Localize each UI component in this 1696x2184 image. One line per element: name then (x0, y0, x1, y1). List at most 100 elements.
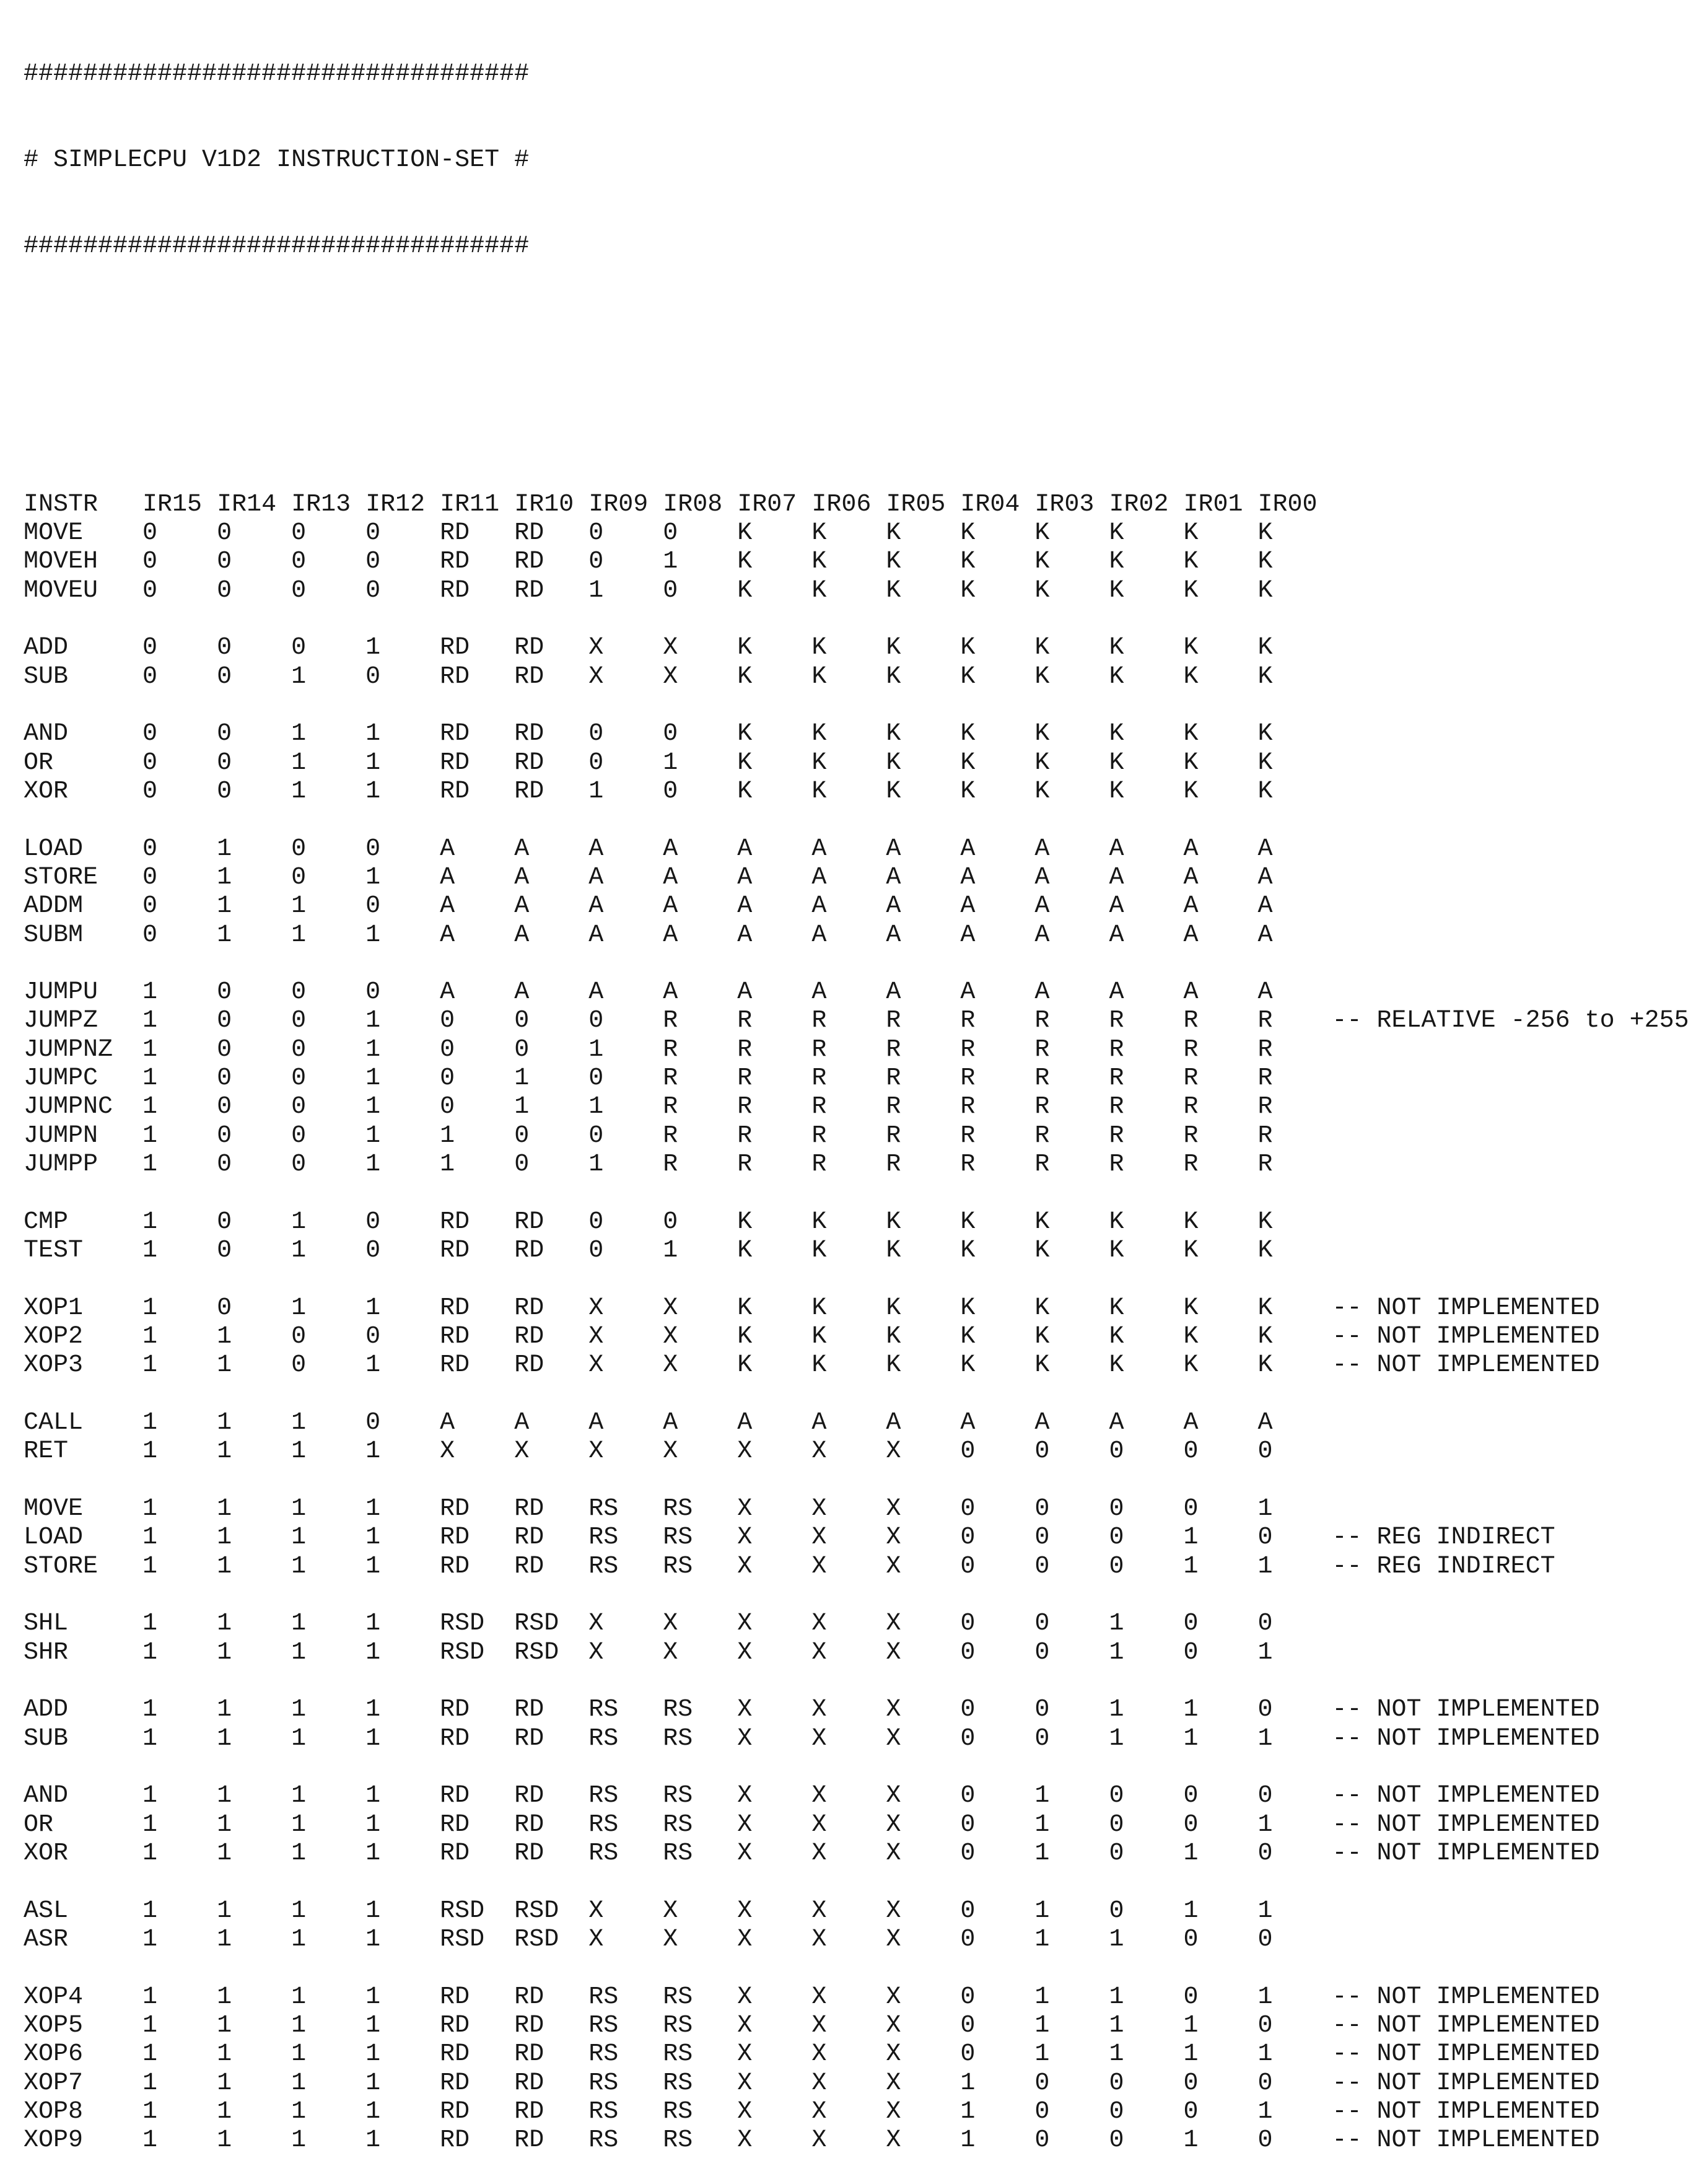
bit-cell: R (1034, 1007, 1109, 1035)
bit-cell: K (960, 1237, 1035, 1265)
bit-cell: 1 (1257, 1552, 1332, 1581)
bit-cell: A (514, 978, 589, 1007)
bit-cell: K (1183, 1351, 1258, 1380)
bit-cell: 1 (1257, 1810, 1332, 1839)
bit-cell: 0 (217, 720, 292, 748)
bit-column-header: IR07 (737, 490, 812, 519)
bit-cell: RD (514, 2069, 589, 2097)
bit-cell: 0 (217, 1151, 292, 1179)
bit-cell: RD (440, 662, 515, 691)
instruction-row-xor: XOR 0 0 1 1 RD RD 1 0 K K K K K K K K (24, 778, 1696, 806)
bit-cell: A (737, 978, 812, 1007)
bit-cell: 1 (142, 2097, 217, 2126)
bit-cell: A (1034, 835, 1109, 863)
bit-cell: K (811, 1208, 886, 1236)
bit-cell: RD (440, 1524, 515, 1552)
bit-cell: 1 (217, 1782, 292, 1810)
bit-cell: 1 (365, 2011, 440, 2040)
bit-cell: 1 (291, 1897, 366, 1925)
instruction-name: ADD (24, 1696, 143, 1724)
instruction-name: JUMPN (24, 1121, 143, 1150)
bit-cell: 0 (960, 1983, 1035, 2011)
bit-cell: 1 (365, 1983, 440, 2011)
bit-cell: 1 (365, 1007, 440, 1035)
bit-cell: R (663, 1151, 738, 1179)
bit-cell: K (1257, 1294, 1332, 1322)
bit-cell: A (1109, 835, 1184, 863)
bit-cell: K (1183, 748, 1258, 777)
instruction-row-jumpn: JUMPN 1 0 0 1 1 0 0 R R R R R R R R R (24, 1122, 1696, 1151)
bit-cell: RD (440, 519, 515, 547)
instruction-row-call: CALL 1 1 1 0 A A A A A A A A A A A A (24, 1409, 1696, 1437)
bit-cell: 0 (1257, 1696, 1332, 1724)
bit-cell: A (1183, 892, 1258, 921)
instruction-row-load: LOAD 1 1 1 1 RD RD RS RS X X X 0 0 0 1 0… (24, 1524, 1696, 1552)
bit-cell: K (811, 634, 886, 662)
bit-cell: 1 (588, 777, 663, 805)
bit-cell: 1 (1183, 1696, 1258, 1724)
bit-cell: RD (514, 1323, 589, 1351)
bit-cell: R (960, 1064, 1035, 1093)
bit-cell: 1 (1034, 1925, 1109, 1954)
bit-cell: 0 (217, 662, 292, 691)
bit-cell: X (588, 1351, 663, 1380)
bit-cell: RD (440, 634, 515, 662)
instruction-row-and: AND 1 1 1 1 RD RD RS RS X X X 0 1 0 0 0 … (24, 1782, 1696, 1810)
instruction-row-store: STORE 0 1 0 1 A A A A A A A A A A A A (24, 864, 1696, 892)
bit-cell: X (886, 1810, 961, 1839)
bit-cell: A (588, 892, 663, 921)
bit-cell: RS (588, 1552, 663, 1581)
bit-cell: K (1257, 1237, 1332, 1265)
bit-cell: 1 (1257, 2040, 1332, 2069)
instruction-name: AND (24, 720, 143, 748)
bit-cell: 1 (365, 1724, 440, 1753)
bit-cell: 1 (217, 892, 292, 921)
bit-cell: 1 (440, 1121, 515, 1150)
bit-cell: K (1257, 662, 1332, 691)
bit-cell: R (737, 1121, 812, 1150)
bit-cell: 1 (217, 2126, 292, 2155)
bit-cell: A (663, 863, 738, 892)
instruction-name: ADDM (24, 892, 143, 921)
bit-cell: 1 (365, 1810, 440, 1839)
bit-cell: RS (588, 1696, 663, 1724)
bit-cell: 0 (663, 519, 738, 547)
bit-cell: 1 (142, 1064, 217, 1093)
bit-cell: RD (440, 1840, 515, 1867)
bit-cell: RSD (514, 1638, 589, 1667)
bit-cell: X (588, 1323, 663, 1351)
bit-cell: X (886, 2069, 961, 2097)
bit-cell: 1 (365, 1552, 440, 1581)
bit-cell: 1 (1257, 1897, 1332, 1925)
bit-cell: 1 (142, 1897, 217, 1925)
bit-cell: 1 (1183, 1724, 1258, 1753)
blank-line (24, 1954, 1696, 1983)
bit-cell: K (1183, 1294, 1258, 1322)
bit-cell: 1 (217, 1351, 292, 1380)
bit-cell: 0 (365, 892, 440, 921)
bit-cell: 0 (1257, 1840, 1332, 1867)
bit-cell: X (737, 2069, 812, 2097)
bit-cell: R (886, 1093, 961, 1121)
blank-line (24, 1380, 1696, 1409)
bit-column-header: IR00 (1257, 490, 1332, 519)
bit-cell: X (811, 1638, 886, 1667)
bit-cell: A (886, 863, 961, 892)
bit-cell: K (1034, 1323, 1109, 1351)
bit-cell: 1 (960, 2069, 1035, 2097)
blank-line (24, 1179, 1696, 1208)
bit-cell: K (960, 548, 1035, 576)
bit-cell: 0 (663, 576, 738, 605)
bit-cell: 1 (1183, 1897, 1258, 1925)
bit-column-header: IR03 (1034, 490, 1109, 519)
bit-cell: R (737, 1007, 812, 1035)
bit-cell: RD (514, 2011, 589, 2040)
bit-cell: RS (663, 2097, 738, 2126)
bit-cell: 1 (142, 1983, 217, 2011)
bit-cell: A (886, 1409, 961, 1437)
bit-cell: RSD (440, 1638, 515, 1667)
bit-cell: RD (440, 1696, 515, 1724)
bit-cell: 0 (960, 1810, 1035, 1839)
bit-cell: 0 (588, 748, 663, 777)
bit-cell: X (811, 1983, 886, 2011)
